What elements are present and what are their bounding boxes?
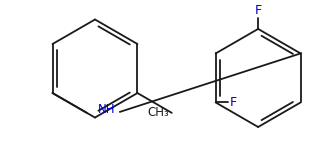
Text: NH: NH <box>98 103 116 116</box>
Text: CH₃: CH₃ <box>147 106 169 119</box>
Text: F: F <box>230 96 237 109</box>
Text: F: F <box>255 4 262 17</box>
